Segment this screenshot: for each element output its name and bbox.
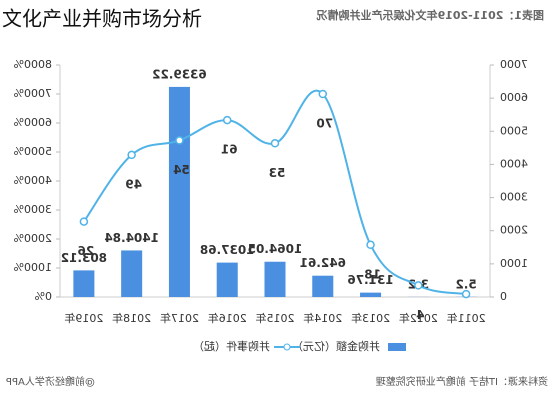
value-label: 54 [173, 163, 190, 177]
bar [121, 250, 143, 297]
legend-label: 并购事件（起） [193, 339, 270, 353]
source: 资料来源：IT桔子 前瞻产业研究院整理 [376, 375, 548, 388]
value-label: 4 [416, 308, 424, 322]
line-point [366, 240, 375, 250]
line [83, 89, 467, 296]
value-label: 70 [316, 117, 333, 131]
x-tick-label: 2015年 [256, 311, 295, 325]
y2-tick-label: 5000% [14, 145, 52, 158]
value-label: 131.76 [347, 273, 393, 287]
figure-title: 图表1：2011-2019年文化娱乐产业并购情况 [317, 8, 544, 22]
y-tick-label: 6000 [500, 91, 528, 104]
value-label: 5.2 [455, 277, 476, 291]
value-label: 1037.68 [200, 243, 255, 257]
chart: 图表1：2011-2019年文化娱乐产业并购情况 资料来源：IT桔子 前瞻产业研… [6, 8, 548, 388]
line-point [175, 136, 184, 145]
value-label: 1404.84 [104, 231, 159, 245]
watermark: @前瞻经济学人APP [6, 375, 95, 388]
x-tick-label: 2018年 [112, 311, 151, 325]
legend-swatch [283, 343, 291, 351]
y2-tick-label: 8000% [14, 58, 52, 71]
line-point [127, 150, 136, 160]
y-tick-label: 5000 [500, 124, 528, 137]
bar [312, 275, 334, 297]
y-tick-label: 4000 [500, 157, 528, 170]
value-label: 6339.22 [152, 67, 207, 81]
legend-label: 并购金额（亿元） [292, 339, 380, 353]
bar [264, 261, 286, 297]
x-tick-label: 2017年 [160, 311, 199, 325]
line-point [318, 89, 328, 99]
y-tick-label: 1000 [500, 257, 528, 270]
x-tick-label: 2014年 [303, 311, 342, 325]
x-tick-label: 2016年 [208, 311, 247, 325]
legend-swatch [388, 343, 406, 351]
y-tick-label: 7000 [500, 58, 528, 71]
bar [73, 270, 95, 297]
y2-tick-label: 2000% [14, 232, 52, 245]
line-point [270, 139, 280, 148]
y2-tick-label: 0% [35, 290, 52, 303]
value-label: 49 [125, 177, 142, 191]
y2-tick-label: 6000% [14, 116, 52, 129]
line-point [79, 217, 89, 226]
y2-tick-label: 1000% [14, 261, 52, 274]
y-tick-label: 3000 [500, 191, 528, 204]
x-tick-label: 2012年 [399, 311, 438, 325]
y2-tick-label: 3000% [14, 203, 52, 216]
x-tick-label: 2011年 [447, 311, 486, 325]
y2-tick-label: 4000% [14, 174, 52, 187]
line-point [222, 115, 232, 125]
x-tick-label: 2013年 [351, 311, 390, 325]
line-point [414, 281, 423, 290]
value-label: 61 [221, 143, 238, 157]
bar [168, 86, 190, 297]
bar [360, 292, 382, 297]
value-label: 53 [269, 166, 286, 180]
page-title: 文化产业并购市场分析 [2, 7, 202, 31]
value-label: 26 [78, 244, 95, 258]
y-tick-label: 0 [500, 290, 507, 303]
value-label: 1064.05 [248, 242, 303, 256]
bar [216, 262, 238, 297]
value-label: 803.12 [61, 251, 107, 265]
y-tick-label: 2000 [500, 224, 528, 237]
line-point [461, 289, 471, 299]
y2-tick-label: 7000% [14, 87, 52, 100]
value-label: 18 [364, 267, 381, 281]
x-tick-label: 2019年 [64, 311, 103, 325]
value-label: 642.61 [300, 256, 346, 270]
